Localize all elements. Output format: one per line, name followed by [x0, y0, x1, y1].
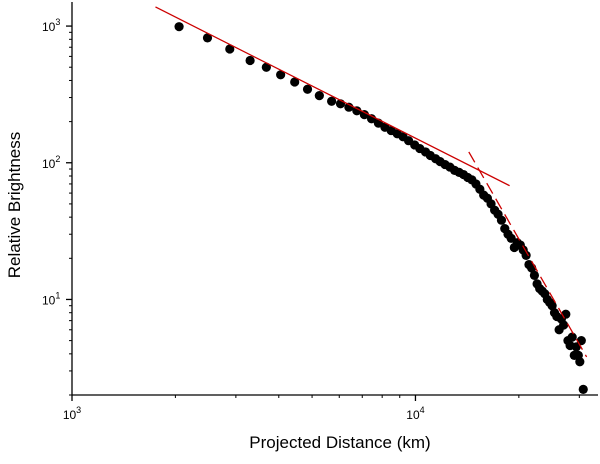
fit-line-solid [155, 6, 510, 187]
data-point [359, 110, 369, 120]
data-point [567, 332, 577, 342]
data-point [575, 357, 585, 367]
data-point [314, 90, 324, 101]
data-point [521, 250, 531, 261]
data-point [571, 342, 581, 352]
y-tick-label: 103 [42, 17, 60, 34]
data-point [174, 22, 184, 32]
data-point [344, 102, 354, 112]
x-axis-title: Projected Distance (km) [249, 433, 430, 452]
data-point [327, 96, 337, 106]
data-point [225, 44, 235, 54]
data-point [576, 336, 586, 346]
data-point [547, 301, 557, 311]
data-point [529, 270, 540, 280]
x-tick-label: 104 [406, 405, 424, 422]
y-axis-title: Relative Brightness [5, 132, 24, 278]
data-point [276, 70, 286, 80]
data-point [496, 215, 507, 225]
data-point [578, 384, 588, 394]
data-point [352, 106, 362, 116]
y-tick-label: 101 [42, 290, 60, 307]
data-point [290, 77, 300, 87]
data-point [261, 62, 271, 72]
data-point [559, 320, 569, 330]
data-point [302, 84, 313, 94]
data-point [202, 33, 213, 43]
fit-line-dashed [468, 151, 588, 358]
data-point [245, 55, 255, 66]
y-tick-label: 102 [42, 154, 60, 171]
x-tick-label: 103 [63, 405, 81, 422]
